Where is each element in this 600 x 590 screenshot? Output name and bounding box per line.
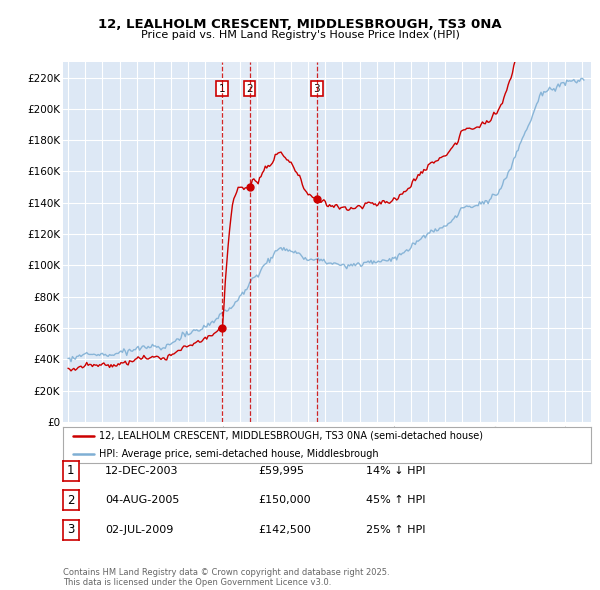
Text: 2: 2 — [246, 84, 253, 94]
Text: Contains HM Land Registry data © Crown copyright and database right 2025.
This d: Contains HM Land Registry data © Crown c… — [63, 568, 389, 587]
Text: 02-JUL-2009: 02-JUL-2009 — [105, 525, 173, 535]
Text: Price paid vs. HM Land Registry's House Price Index (HPI): Price paid vs. HM Land Registry's House … — [140, 30, 460, 40]
Bar — [222, 62, 317, 422]
Text: £142,500: £142,500 — [258, 525, 311, 535]
Text: 1: 1 — [218, 84, 225, 94]
Text: 12, LEALHOLM CRESCENT, MIDDLESBROUGH, TS3 0NA (semi-detached house): 12, LEALHOLM CRESCENT, MIDDLESBROUGH, TS… — [99, 431, 483, 441]
Text: 3: 3 — [67, 523, 74, 536]
Text: 45% ↑ HPI: 45% ↑ HPI — [366, 496, 425, 505]
Text: 3: 3 — [313, 84, 320, 94]
Text: £150,000: £150,000 — [258, 496, 311, 505]
Text: 12, LEALHOLM CRESCENT, MIDDLESBROUGH, TS3 0NA: 12, LEALHOLM CRESCENT, MIDDLESBROUGH, TS… — [98, 18, 502, 31]
Text: 25% ↑ HPI: 25% ↑ HPI — [366, 525, 425, 535]
Text: HPI: Average price, semi-detached house, Middlesbrough: HPI: Average price, semi-detached house,… — [99, 449, 379, 459]
Text: 04-AUG-2005: 04-AUG-2005 — [105, 496, 179, 505]
Text: 2: 2 — [67, 494, 74, 507]
Text: 12-DEC-2003: 12-DEC-2003 — [105, 466, 179, 476]
Text: 1: 1 — [67, 464, 74, 477]
Text: 14% ↓ HPI: 14% ↓ HPI — [366, 466, 425, 476]
Text: £59,995: £59,995 — [258, 466, 304, 476]
